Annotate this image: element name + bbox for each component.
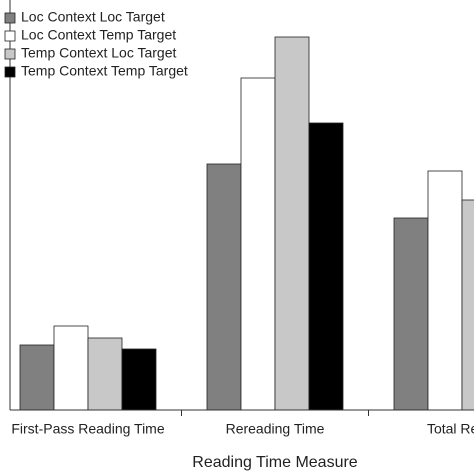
legend-label: Temp Context Temp Target <box>21 63 188 79</box>
bar <box>274 36 310 411</box>
x-tick-label: First-Pass Reading Time <box>11 421 164 437</box>
bar <box>121 348 157 411</box>
legend-swatch <box>4 12 16 24</box>
bar <box>393 217 429 411</box>
legend-label: Loc Context Loc Target <box>21 9 165 25</box>
bar <box>427 170 463 411</box>
x-tick-label: Total Readi <box>427 421 474 437</box>
bar <box>87 337 123 411</box>
legend-swatch <box>4 66 16 78</box>
legend-label: Loc Context Temp Target <box>21 27 176 43</box>
legend-swatch <box>4 48 16 60</box>
bar <box>53 325 89 411</box>
bar <box>19 344 55 411</box>
x-axis-title: Reading Time Measure <box>192 454 358 471</box>
legend-swatch <box>4 30 16 42</box>
bar <box>461 199 474 411</box>
x-tick-label: Rereading Time <box>226 421 325 437</box>
bar <box>206 163 242 411</box>
legend-label: Temp Context Loc Target <box>21 45 176 61</box>
bar <box>240 77 276 411</box>
bar <box>308 122 344 411</box>
